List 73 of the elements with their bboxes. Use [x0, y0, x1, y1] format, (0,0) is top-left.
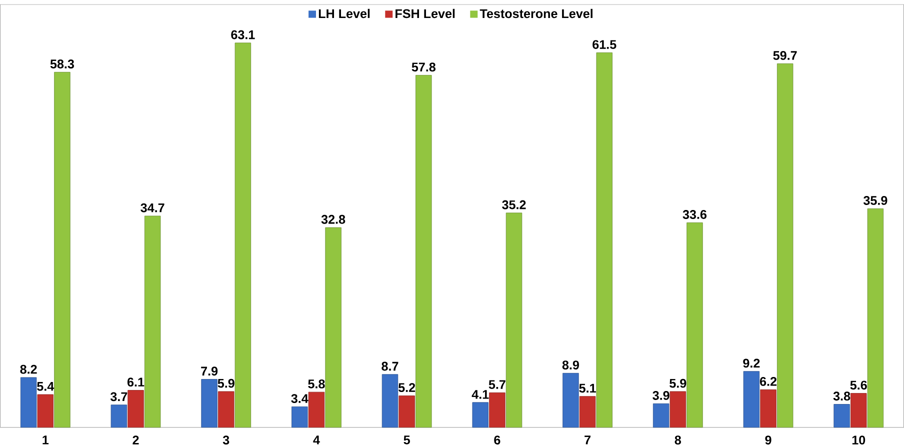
bar [416, 75, 432, 428]
data-label: 5.1 [579, 384, 596, 393]
data-label: 5.9 [670, 378, 686, 388]
data-label: 35.9 [864, 196, 888, 205]
x-tick-label: 10 [852, 436, 866, 444]
data-label: 5.6 [850, 380, 867, 390]
bar [850, 393, 867, 428]
legend-label: Testosterone Level [480, 8, 592, 18]
data-label: 5.4 [37, 382, 54, 391]
bar [218, 391, 234, 428]
data-label: 4.1 [472, 390, 489, 399]
x-tick-label: 2 [132, 436, 139, 444]
data-label: 32.8 [321, 214, 346, 224]
data-label: 6.1 [127, 378, 144, 387]
bar [596, 52, 612, 428]
bar [670, 391, 686, 428]
data-label: 8.7 [382, 362, 398, 371]
x-tick-label: 9 [765, 436, 772, 444]
bar [398, 396, 415, 428]
data-label: 63.1 [231, 30, 255, 40]
x-tick-label: 7 [584, 436, 590, 444]
bar [234, 42, 252, 428]
x-tick-label: 5 [404, 436, 410, 444]
x-tick-label: 6 [494, 436, 500, 444]
data-label: 6.2 [760, 377, 776, 386]
data-label: 59.7 [773, 51, 797, 60]
bar [382, 374, 398, 428]
bar [760, 389, 776, 428]
data-label: 33.6 [682, 210, 707, 219]
data-label: 3.4 [291, 394, 308, 403]
data-label: 57.8 [412, 62, 436, 72]
bar [308, 392, 325, 428]
data-label: 9.2 [743, 358, 760, 368]
bar [776, 63, 794, 428]
data-label: 5.9 [218, 378, 234, 388]
bar [489, 392, 506, 428]
data-label: 8.9 [562, 360, 579, 370]
data-label: 58.3 [50, 60, 74, 68]
bar [506, 212, 522, 428]
bar [110, 404, 128, 428]
bar [562, 372, 579, 428]
data-label: 61.5 [592, 40, 616, 49]
x-tick-label: 4 [313, 436, 320, 444]
data-label: 5.2 [398, 383, 416, 392]
data-label: 5.7 [488, 380, 506, 389]
data-label: 8.2 [20, 364, 37, 374]
bar [20, 377, 37, 428]
data-label: 34.7 [140, 203, 164, 212]
data-label: 7.9 [201, 366, 218, 376]
x-tick-label: 1 [42, 436, 49, 444]
data-label: 3.8 [833, 392, 850, 401]
data-label: 5.8 [308, 379, 325, 388]
bar [144, 216, 161, 428]
legend-label: LH Level [318, 8, 370, 18]
bar [325, 227, 342, 428]
bar [292, 406, 308, 428]
data-label: 3.7 [110, 392, 128, 402]
bar [834, 404, 850, 428]
bar [579, 396, 596, 428]
x-tick-label: 3 [222, 436, 230, 445]
bar [686, 222, 703, 428]
bar [201, 379, 218, 428]
bar [54, 72, 70, 428]
bar [472, 402, 488, 428]
x-tick-label: 8 [674, 436, 682, 444]
data-label: 35.2 [502, 200, 526, 210]
data-label: 3.9 [652, 391, 670, 400]
bar [128, 390, 144, 428]
legend-label: FSH Level [396, 8, 455, 18]
bar [652, 403, 670, 428]
bar [867, 208, 884, 428]
bar [37, 394, 54, 428]
bar [743, 371, 760, 428]
